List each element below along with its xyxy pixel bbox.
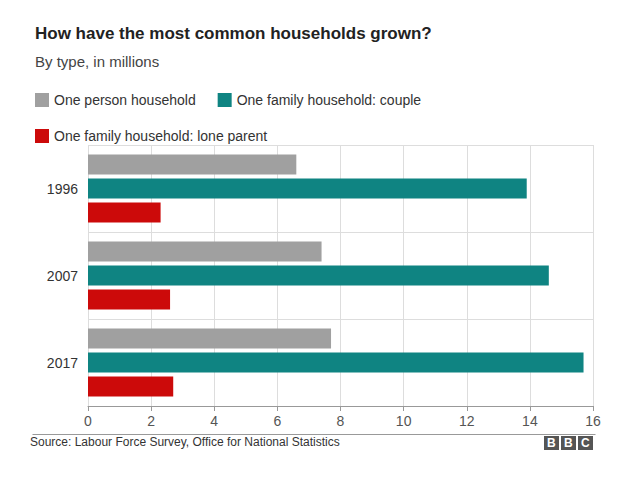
svg-text:10: 10: [396, 413, 412, 429]
svg-text:6: 6: [273, 413, 281, 429]
svg-text:8: 8: [337, 413, 345, 429]
svg-text:0: 0: [84, 413, 92, 429]
svg-text:One family household: lone par: One family household: lone parent: [54, 128, 267, 144]
svg-text:By type, in millions: By type, in millions: [35, 53, 159, 70]
svg-text:2: 2: [147, 413, 155, 429]
svg-text:B: B: [547, 436, 556, 450]
svg-text:2007: 2007: [47, 268, 78, 284]
svg-text:12: 12: [459, 413, 475, 429]
svg-text:2017: 2017: [47, 355, 78, 371]
svg-text:One person household: One person household: [54, 92, 196, 108]
svg-text:One family household: couple: One family household: couple: [237, 92, 422, 108]
svg-text:B: B: [564, 436, 573, 450]
svg-text:C: C: [581, 436, 590, 450]
svg-text:Source: Labour Force Survey, O: Source: Labour Force Survey, Office for …: [30, 435, 340, 449]
svg-text:How have the most common house: How have the most common households grow…: [35, 24, 432, 43]
svg-text:14: 14: [522, 413, 538, 429]
svg-text:1996: 1996: [47, 181, 78, 197]
svg-text:16: 16: [585, 413, 601, 429]
svg-text:4: 4: [210, 413, 218, 429]
